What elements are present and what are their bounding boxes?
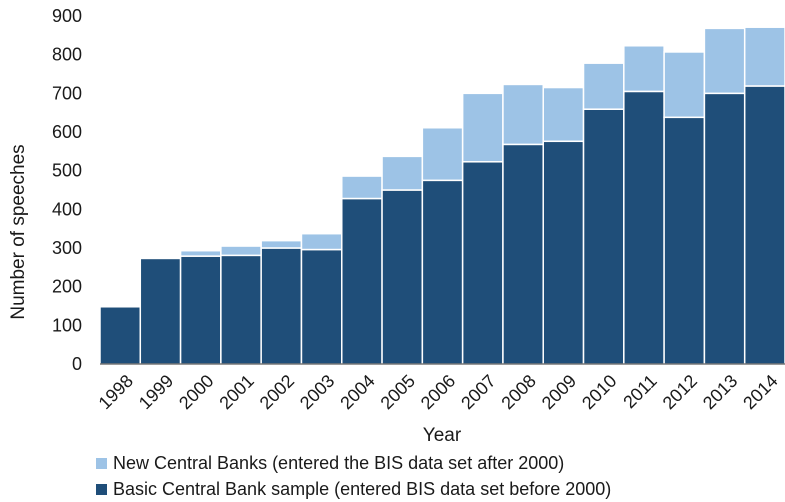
bar-new-2001 [221,246,261,255]
x-tick-label: 2011 [619,371,661,413]
legend-item-basic-central-bank-sample: Basic Central Bank sample (entered BIS d… [96,476,611,502]
y-tick-label: 200 [52,277,82,297]
y-tick-label: 900 [52,6,82,26]
bars-group [100,27,785,364]
bar-basic-2004 [342,199,382,364]
y-tick-label: 400 [52,199,82,219]
bar-basic-2009 [543,141,583,364]
bar-basic-2002 [261,248,301,364]
bar-new-2002 [261,241,301,248]
y-axis-ticks: 0 100 200 300 400 500 600 700 800 900 [52,6,82,374]
legend-label-basic-central-bank-sample: Basic Central Bank sample (entered BIS d… [113,479,611,500]
bar-new-2004 [342,176,382,198]
x-tick-label: 1999 [135,371,177,413]
bar-new-2010 [584,63,624,109]
x-tick-label: 2010 [578,371,620,413]
bar-new-2000 [181,251,221,256]
bar-new-2007 [463,93,503,161]
bar-basic-2010 [584,109,624,364]
bar-new-2003 [301,234,341,250]
y-axis-title: Number of speeches [8,144,29,319]
bar-new-2005 [382,156,422,190]
x-tick-label: 2003 [296,371,338,413]
bar-basic-2005 [382,190,422,364]
bar-new-2006 [422,128,462,181]
legend-item-new-central-banks: New Central Banks (entered the BIS data … [96,450,611,476]
x-tick-label: 2002 [256,371,298,413]
bar-new-2011 [624,46,664,92]
bar-basic-1998 [100,307,140,364]
x-tick-label: 2008 [497,371,539,413]
x-tick-label: 2004 [336,371,378,413]
x-tick-label: 2007 [457,371,499,413]
legend-swatch-new-central-banks [96,458,107,469]
y-tick-label: 700 [52,83,82,103]
y-tick-label: 300 [52,238,82,258]
bar-new-2008 [503,84,543,144]
y-tick-label: 600 [52,122,82,142]
x-tick-label: 2005 [377,371,419,413]
bar-basic-2001 [221,255,261,364]
y-tick-label: 0 [72,354,82,374]
bar-basic-2013 [704,93,744,364]
bar-basic-2003 [301,250,341,364]
x-tick-label: 2013 [699,371,741,413]
bar-new-2014 [745,27,785,86]
y-tick-label: 800 [52,45,82,65]
legend: New Central Banks (entered the BIS data … [96,450,611,502]
x-tick-label: 2000 [175,371,217,413]
bar-basic-1999 [140,258,180,364]
x-tick-label: 2009 [538,371,580,413]
bar-basic-2012 [664,117,704,364]
y-tick-label: 500 [52,161,82,181]
bar-new-2013 [704,28,744,93]
x-tick-label: 2001 [215,371,257,413]
legend-swatch-basic-central-bank-sample [96,484,107,495]
bar-basic-2011 [624,91,664,364]
bar-basic-2008 [503,144,543,364]
y-tick-label: 100 [52,315,82,335]
x-axis-ticks: 1998199920002001200220032004200520062007… [95,371,782,413]
bar-basic-2014 [745,86,785,364]
x-tick-label: 2014 [739,371,781,413]
x-tick-label: 2012 [659,371,701,413]
x-axis-title: Year [423,425,462,446]
x-tick-label: 2006 [417,371,459,413]
bar-basic-2006 [422,180,462,364]
bar-basic-2000 [181,256,221,364]
legend-label-new-central-banks: New Central Banks (entered the BIS data … [113,453,564,474]
bar-new-2009 [543,88,583,142]
bar-basic-2007 [463,162,503,364]
bar-new-2012 [664,52,704,117]
x-tick-label: 1998 [95,371,137,413]
